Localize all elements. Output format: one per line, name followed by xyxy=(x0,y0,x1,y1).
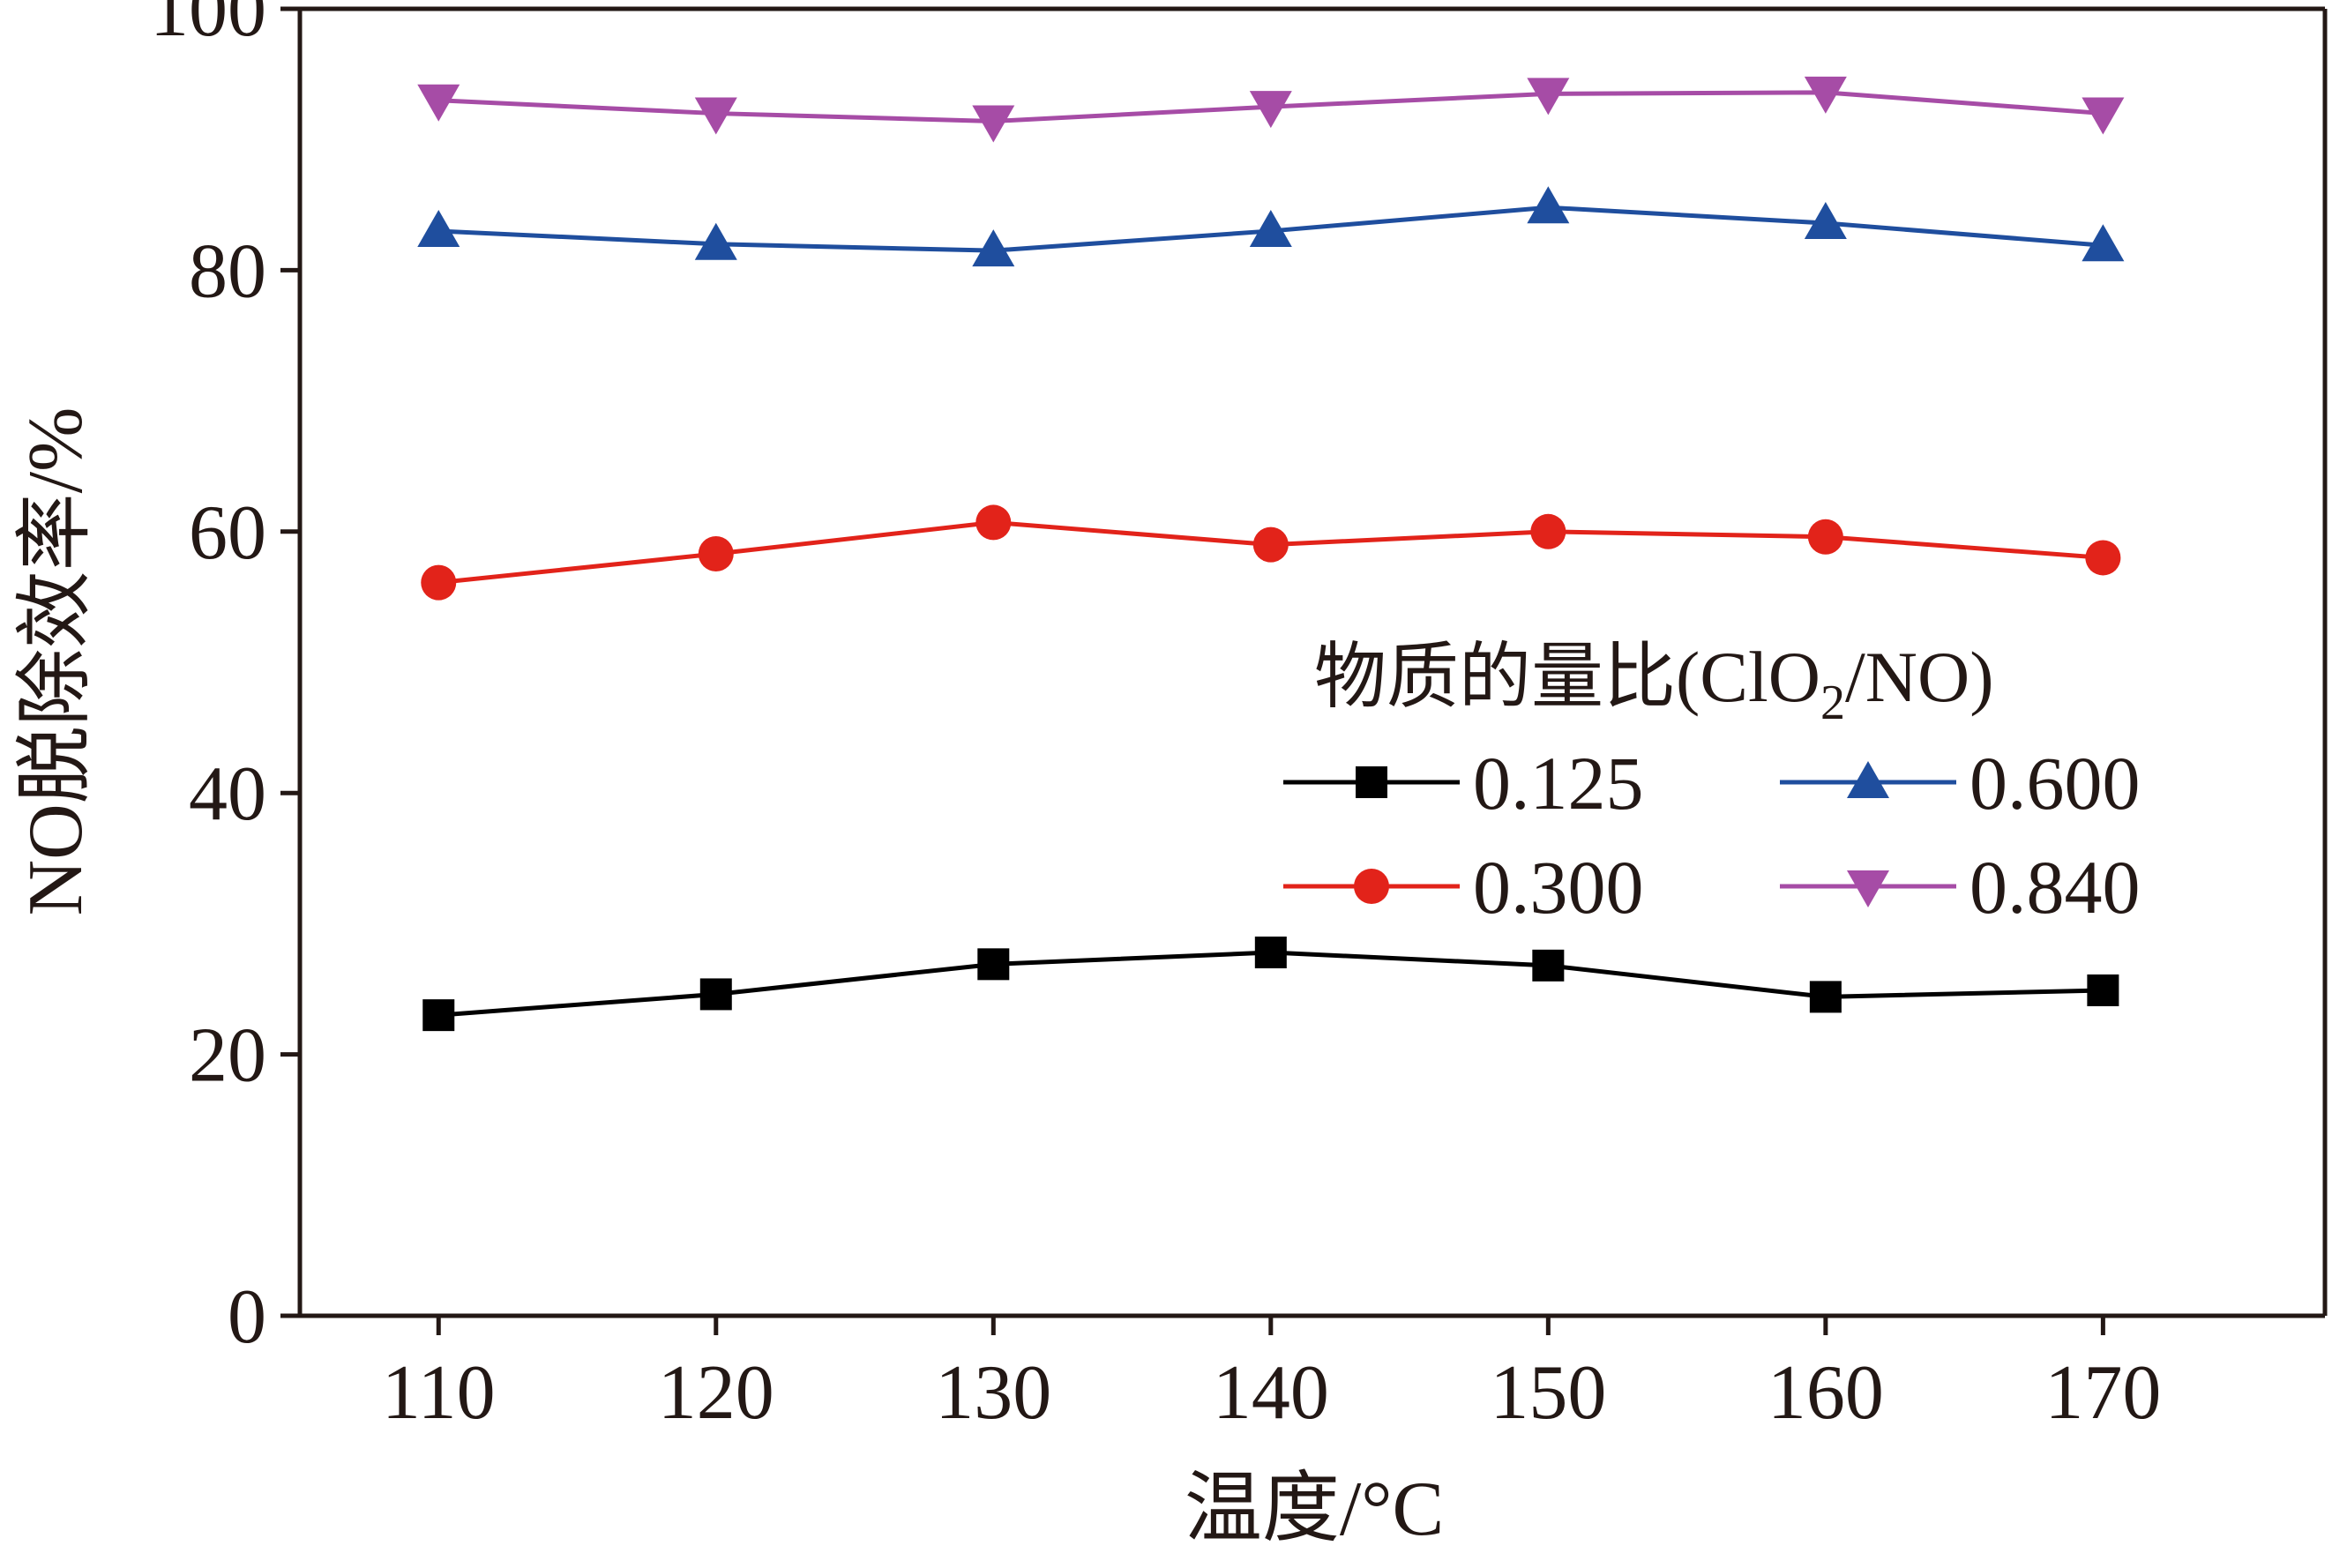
data-point xyxy=(1809,981,1842,1013)
data-point xyxy=(972,105,1015,143)
data-point xyxy=(698,535,734,571)
legend-label: 0.125 xyxy=(1473,741,1644,825)
x-tick-label: 130 xyxy=(935,1350,1051,1436)
x-tick-label: 110 xyxy=(382,1350,496,1436)
data-point xyxy=(1530,513,1566,549)
legend-title: 物质的量比(ClO2/NO) xyxy=(1314,637,1994,730)
data-point xyxy=(1807,519,1843,555)
data-point xyxy=(1249,209,1292,247)
data-point xyxy=(975,504,1012,541)
data-point xyxy=(1532,949,1565,982)
legend-item: 0.125 xyxy=(1283,741,1644,825)
data-point xyxy=(1249,91,1292,129)
series-layer xyxy=(417,76,2125,1032)
x-tick-label: 140 xyxy=(1213,1350,1329,1436)
data-point xyxy=(694,97,737,135)
legend-label: 0.840 xyxy=(1969,845,2141,930)
legend-item: 0.300 xyxy=(1283,845,1644,930)
y-tick-label: 80 xyxy=(189,228,266,314)
legend-title-main: 物质的量比(ClO xyxy=(1314,637,1820,717)
data-point xyxy=(1254,937,1287,969)
y-tick-label: 0 xyxy=(228,1274,266,1360)
legend-title-end: /NO) xyxy=(1845,637,1994,717)
data-point xyxy=(2082,97,2125,135)
plot-frame xyxy=(297,6,2328,1318)
legend-marker xyxy=(1354,869,1389,904)
legend: 物质的量比(ClO2/NO) 0.125 0.300 0.600 0.840 xyxy=(1283,637,2141,930)
legend-item: 0.600 xyxy=(1780,741,2141,825)
data-point xyxy=(972,229,1015,267)
data-point xyxy=(699,978,732,1011)
legend-title-subscript: 2 xyxy=(1820,676,1845,730)
data-point xyxy=(417,209,460,247)
x-axis-title: 温度/°C xyxy=(1185,1467,1444,1552)
data-point xyxy=(1804,202,1847,240)
legend-marker xyxy=(1847,870,1889,907)
data-point xyxy=(421,564,457,601)
series-0.125 xyxy=(422,937,2119,1032)
data-point xyxy=(977,948,1010,981)
y-axis-title: NO脱除效率/% xyxy=(13,407,99,916)
y-ticks: 0 20 40 60 80 100 xyxy=(150,0,300,1360)
y-tick-label: 60 xyxy=(189,490,266,576)
x-ticks: 110 120 130 140 150 160 170 xyxy=(382,1316,2161,1436)
legend-label: 0.300 xyxy=(1473,845,1644,930)
data-point xyxy=(2082,224,2125,262)
y-tick-label: 100 xyxy=(150,0,266,53)
x-tick-label: 170 xyxy=(2044,1350,2161,1436)
series-0.300 xyxy=(421,504,2121,601)
legend-label: 0.600 xyxy=(1969,741,2141,825)
data-point xyxy=(422,999,455,1032)
data-point xyxy=(2087,974,2119,1006)
y-tick-label: 40 xyxy=(189,751,266,837)
y-tick-label: 20 xyxy=(189,1013,266,1099)
legend-marker xyxy=(1356,766,1387,798)
x-tick-label: 150 xyxy=(1490,1350,1606,1436)
data-point xyxy=(1252,526,1289,563)
legend-item: 0.840 xyxy=(1780,845,2141,930)
data-point xyxy=(1527,186,1570,224)
data-point xyxy=(1804,76,1847,114)
x-tick-label: 120 xyxy=(658,1350,774,1436)
data-point xyxy=(1527,78,1570,116)
legend-marker xyxy=(1847,761,1889,798)
data-point xyxy=(417,84,460,122)
series-0.600 xyxy=(417,186,2125,267)
legend-items: 0.125 0.300 0.600 0.840 xyxy=(1283,741,2141,930)
data-point xyxy=(2085,540,2121,576)
series-0.840 xyxy=(417,76,2125,143)
data-point xyxy=(694,222,737,260)
x-tick-label: 160 xyxy=(1768,1350,1884,1436)
